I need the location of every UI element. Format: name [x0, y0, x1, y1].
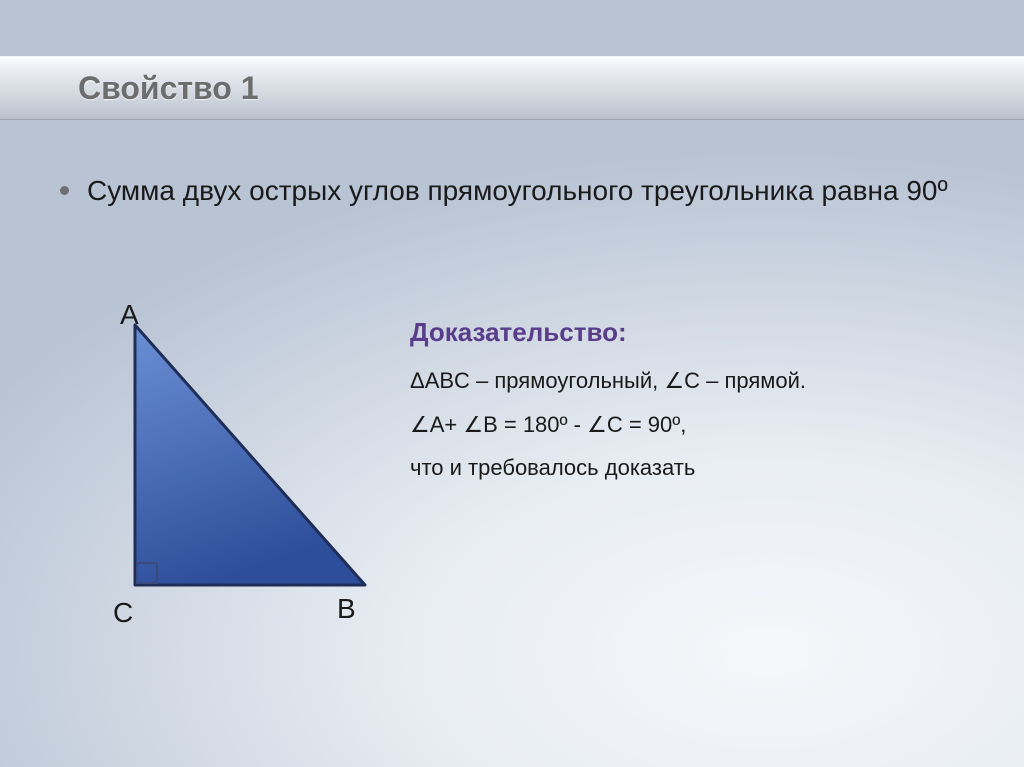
proof-block: Доказательство: ΔABC – прямоугольный, ∠С… [410, 317, 970, 497]
bullet-text: Сумма двух острых углов прямоугольного т… [87, 172, 948, 210]
proof-line: ∠A+ ∠B = 180º - ∠C = 90º, [410, 410, 970, 440]
triangle-figure: A B C [95, 305, 385, 635]
triangle-svg [95, 305, 385, 635]
proof-line: что и требовалось доказать [410, 453, 970, 483]
title-bar: Свойство 1 [0, 56, 1024, 120]
proof-heading: Доказательство: [410, 317, 970, 348]
vertex-label-a: A [120, 299, 139, 331]
triangle-shape [135, 325, 365, 585]
vertex-label-c: C [113, 597, 133, 629]
proof-line: ΔABC – прямоугольный, ∠С – прямой. [410, 366, 970, 396]
bullet-icon [60, 186, 69, 195]
slide-title: Свойство 1 [78, 70, 259, 107]
vertex-label-b: B [337, 593, 356, 625]
content-area: Сумма двух острых углов прямоугольного т… [60, 172, 984, 210]
bullet-item: Сумма двух острых углов прямоугольного т… [60, 172, 984, 210]
